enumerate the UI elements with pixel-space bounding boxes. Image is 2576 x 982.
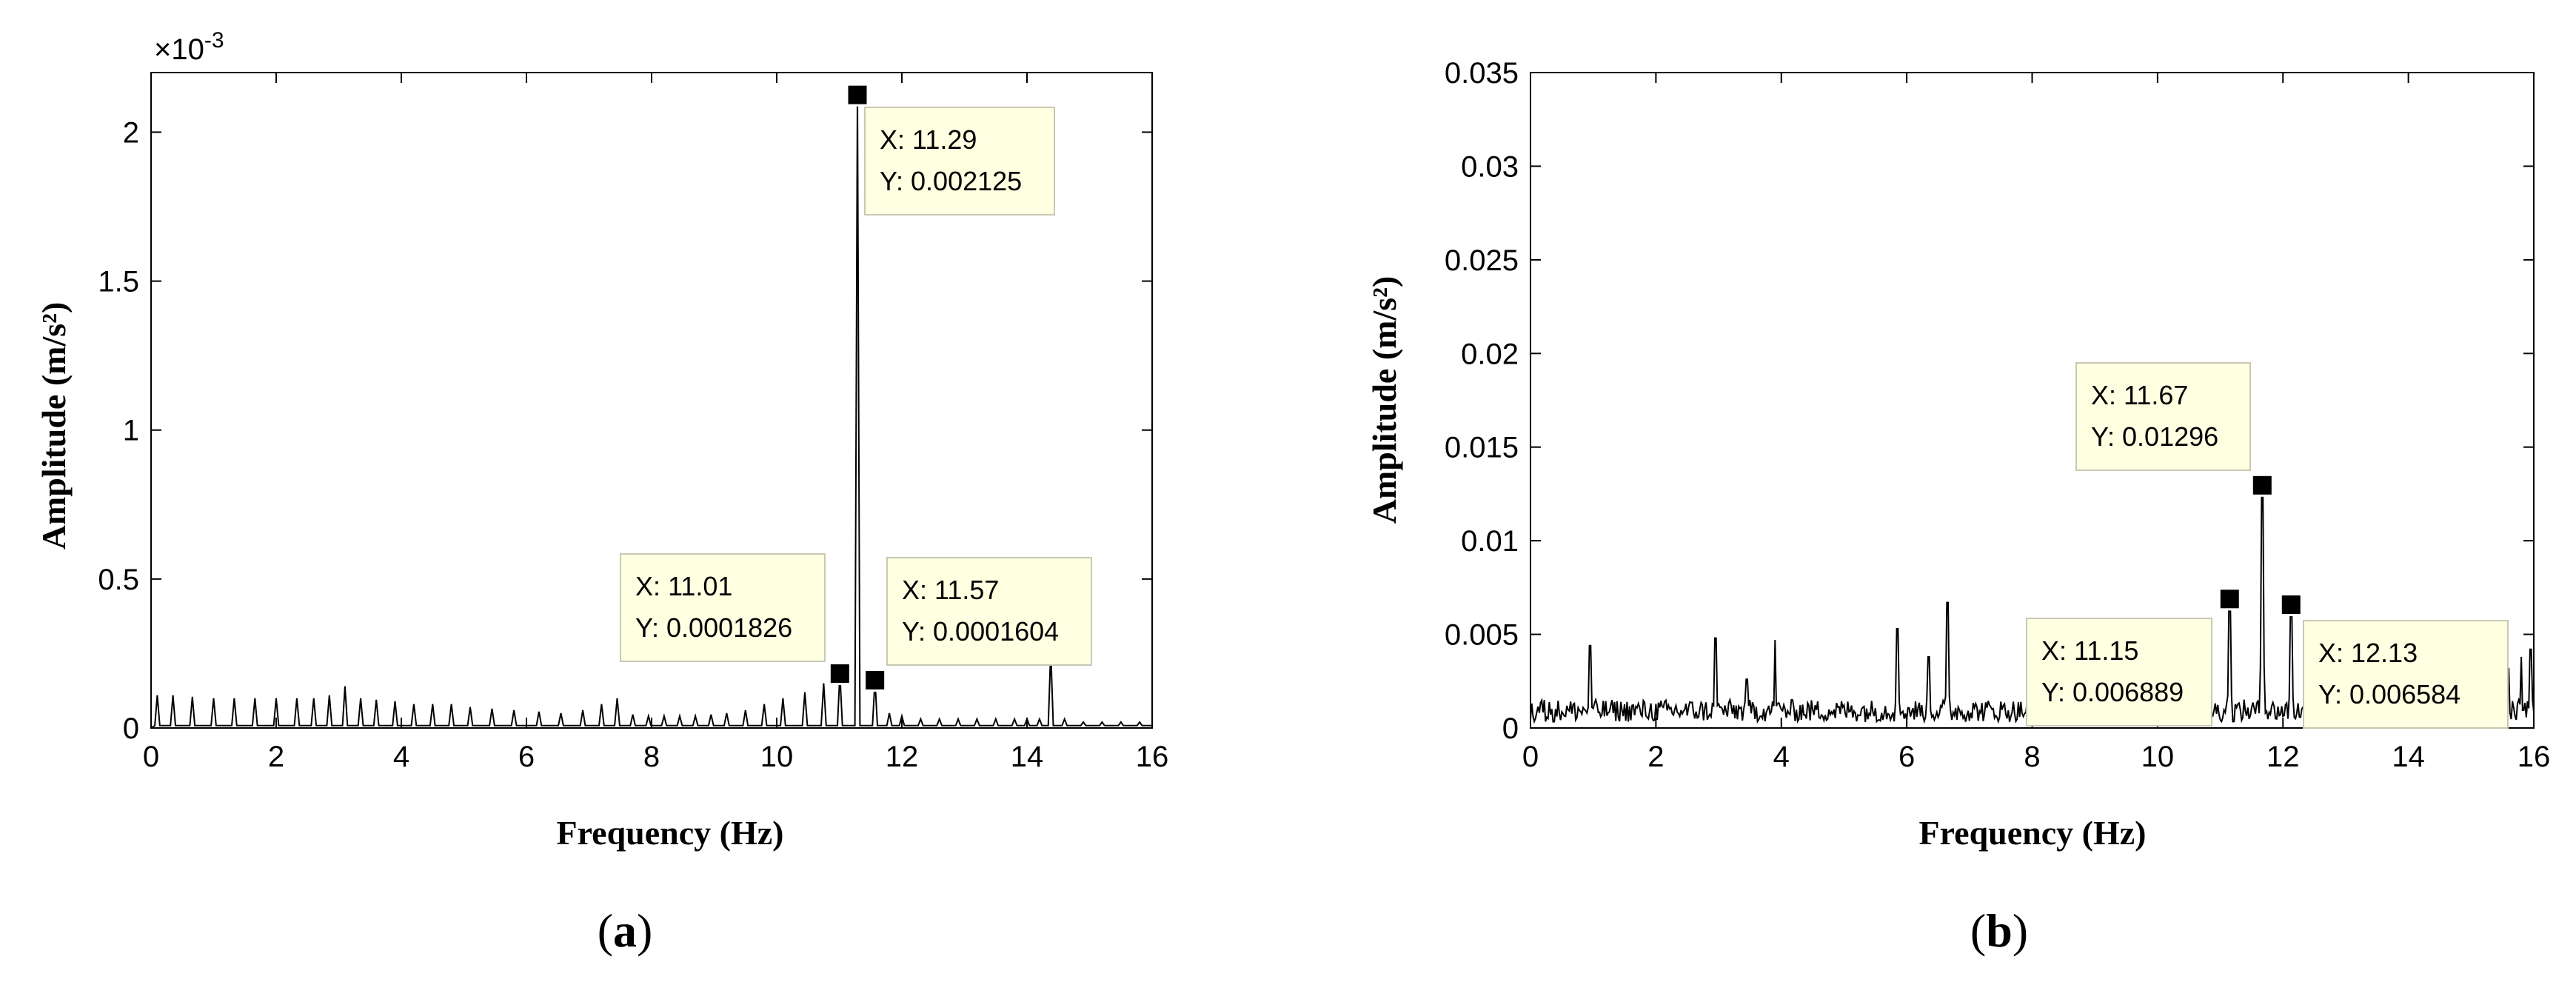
panel-a-exponent-label: ×10-3 xyxy=(154,28,224,66)
panel-a-y-axis-label: Amplitude (m/s²) xyxy=(35,302,73,550)
panel-b-y-tick-label: 0.01 xyxy=(1461,525,1519,558)
panel-b-datatip-marker xyxy=(2218,587,2241,611)
panel-a-datatip-marker xyxy=(863,668,887,692)
panel-a-datatip-marker xyxy=(828,662,852,686)
panel-b-chart: Amplitude (m/s²) Frequency (Hz) (b) 0 2 4 6… xyxy=(1365,57,2550,957)
panel-b-datatip-y-text: Y: 0.006889 xyxy=(2041,677,2184,707)
panel-b-y-tick-label: 0.015 xyxy=(1445,432,1519,464)
panel-a-y-tick-label: 0.5 xyxy=(98,564,139,596)
panel-a-x-tick-label: 2 xyxy=(268,741,284,773)
panel-b-datatip-x-text: X: 11.15 xyxy=(2041,635,2138,666)
panel-a-y-tick-label: 0 xyxy=(123,712,139,745)
panel-b-x-tick-label: 8 xyxy=(2024,741,2040,773)
panel-a-y-tick-label: 1 xyxy=(123,415,139,447)
panel-a-y-tick-label: 2 xyxy=(123,116,139,149)
panel-b-datatip-box xyxy=(2303,620,2509,729)
panel-a-y-tick-label: 1.5 xyxy=(98,266,139,298)
panel-a-datatip-y-text: Y: 0.002125 xyxy=(880,166,1022,196)
panel-b-x-tick-label: 12 xyxy=(2266,741,2300,773)
panel-a-x-axis-label: Frequency (Hz) xyxy=(556,814,783,852)
panel-a-chart: ×10-3 Amplitude (m/s²) Frequency (Hz) (a… xyxy=(35,28,1168,957)
panel-a-datatip-y-text: Y: 0.0001604 xyxy=(902,616,1059,647)
panel-a-datatip-x-text: X: 11.29 xyxy=(880,124,977,155)
panel-b-y-tick-label: 0.035 xyxy=(1445,57,1519,90)
panel-a-datatip-box xyxy=(864,107,1055,216)
panel-a-datatip-x-text: X: 11.01 xyxy=(635,571,732,601)
panel-a-caption: (a) xyxy=(598,904,653,957)
panel-b-y-axis-label: Amplitude (m/s²) xyxy=(1365,276,1403,524)
panel-b-x-tick-label: 6 xyxy=(1898,741,1915,773)
panel-b-x-tick-label: 16 xyxy=(2518,741,2551,773)
panel-b-y-tick-label: 0.025 xyxy=(1445,244,1519,277)
panel-b-datatip-y-text: Y: 0.006584 xyxy=(2318,679,2460,709)
panel-a-series-line xyxy=(150,95,1152,729)
panel-b-datatip-x-text: X: 11.67 xyxy=(2091,380,2188,410)
panel-a-datatip-y-text: Y: 0.0001826 xyxy=(635,612,792,643)
panel-b-datatip-box xyxy=(2026,618,2212,727)
panel-b-y-tick-label: 0.005 xyxy=(1445,619,1519,652)
panel-a-datatip-box xyxy=(886,557,1092,666)
panel-a-x-tick-label: 12 xyxy=(886,741,919,773)
panel-b-x-tick-label: 10 xyxy=(2141,741,2175,773)
panel-b-x-tick-label: 0 xyxy=(1522,741,1539,773)
panel-b-datatip-y-text: Y: 0.01296 xyxy=(2091,421,2218,452)
panel-a-x-tick-label: 4 xyxy=(393,741,409,773)
panel-b-x-tick-label: 4 xyxy=(1773,741,1790,773)
panel-b-datatip-box xyxy=(2075,362,2251,471)
panel-a-x-tick-label: 6 xyxy=(518,741,535,773)
panel-a-x-tick-label: 8 xyxy=(643,741,660,773)
panel-b-x-tick-label: 14 xyxy=(2392,741,2425,773)
panel-b-y-tick-label: 0.03 xyxy=(1461,150,1519,183)
panel-b-x-tick-label: 2 xyxy=(1647,741,1664,773)
panel-a-x-tick-label: 10 xyxy=(760,741,794,773)
panel-a-x-tick-label: 16 xyxy=(1136,741,1169,773)
panel-a-datatip-x-text: X: 11.57 xyxy=(902,575,999,605)
panel-a-datatip-box xyxy=(620,553,826,662)
panel-b-y-tick-label: 0.02 xyxy=(1461,338,1519,370)
panel-a-x-tick-label: 14 xyxy=(1011,741,1044,773)
panel-b-datatip-marker xyxy=(2250,473,2274,497)
panel-b-caption: (b) xyxy=(1970,904,2028,957)
panel-a-x-tick-label: 0 xyxy=(143,741,159,773)
panel-b-datatip-x-text: X: 12.13 xyxy=(2318,638,2418,668)
panel-b-x-axis-label: Frequency (Hz) xyxy=(1918,814,2146,852)
panel-a-datatip-marker xyxy=(846,83,869,107)
panel-b-datatip-marker xyxy=(2279,593,2303,617)
panel-b-y-tick-label: 0 xyxy=(1502,712,1519,745)
